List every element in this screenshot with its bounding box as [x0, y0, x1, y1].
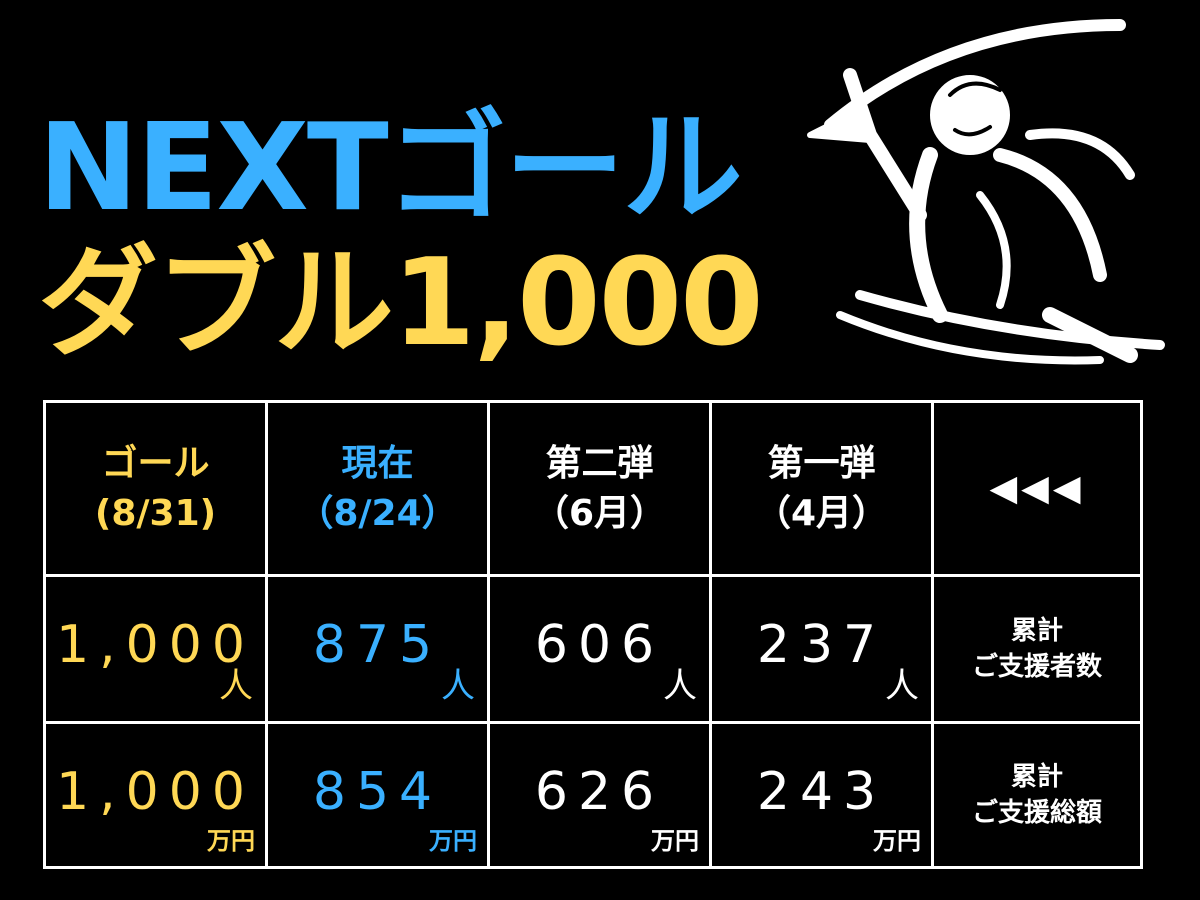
triple-left-arrow-icon: ◀◀◀ [931, 400, 1143, 577]
value: 243 [756, 762, 887, 822]
unit: 万円 [651, 827, 699, 855]
unit: 万円 [429, 827, 477, 855]
amount-first: 243 万円 [709, 721, 934, 869]
header-goal-date: (8/31) [94, 492, 217, 534]
unit: 人 [219, 666, 253, 706]
amount-label: 累計 ご支援総額 [931, 721, 1143, 869]
header-goal-label: ゴール [101, 442, 210, 484]
supporters-label: 累計 ご支援者数 [931, 574, 1143, 724]
supporters-current: 875 人 [265, 574, 490, 724]
title-double-1000: ダブル1,000 [38, 234, 764, 373]
value: 875 [312, 615, 443, 675]
label-line1: 累計 [1010, 762, 1063, 792]
table-row: 1,000 万円 854 万円 626 万円 243 万円 累計ご支援総額 [43, 721, 1143, 869]
header-goal: ゴール (8/31) [43, 400, 268, 577]
header-second-date: （6月） [532, 492, 667, 534]
amount-current: 854 万円 [265, 721, 490, 869]
value: 606 [534, 615, 665, 675]
header-current-date: （8/24） [297, 492, 458, 534]
supporters-first: 237 人 [709, 574, 934, 724]
header-second: 第二弾 （6月） [487, 400, 712, 577]
unit: 万円 [873, 827, 921, 855]
amount-goal: 1,000 万円 [43, 721, 268, 869]
header-second-label: 第二弾 [545, 442, 654, 484]
table-row: 1,000 人 875 人 606 人 237 人 累計 ご支援者数 [43, 574, 1143, 724]
value: 1,000 [56, 615, 255, 675]
title-next-goal: NEXTゴール [38, 99, 743, 238]
header-first-date: （4月） [754, 492, 889, 534]
header-current-label: 現在 [341, 442, 414, 484]
header-first-label: 第一弾 [767, 442, 876, 484]
supporters-goal: 1,000 人 [43, 574, 268, 724]
unit: 人 [441, 666, 475, 706]
label-line2: ご支援総額 [971, 798, 1102, 828]
value: 626 [534, 762, 665, 822]
header-first: 第一弾 （4月） [709, 400, 934, 577]
samurai-illustration [807, 19, 1165, 365]
unit: 人 [663, 666, 697, 706]
value: 854 [312, 762, 443, 822]
table-header-row: ゴール (8/31) 現在 （8/24） 第二弾 （6月） 第一弾 （4月） ◀◀◀ [43, 400, 1143, 577]
amount-second: 626 万円 [487, 721, 712, 869]
value: 237 [756, 615, 887, 675]
header-current: 現在 （8/24） [265, 400, 490, 577]
label-line1: 累計 [1010, 616, 1063, 646]
unit: 万円 [207, 827, 255, 855]
value: 1,000 [56, 762, 255, 822]
label-line2: ご支援者数 [971, 652, 1102, 682]
support-table: ゴール (8/31) 現在 （8/24） 第二弾 （6月） 第一弾 （4月） ◀◀◀ 1… [43, 400, 1143, 869]
unit: 人 [885, 666, 919, 706]
supporters-second: 606 人 [487, 574, 712, 724]
